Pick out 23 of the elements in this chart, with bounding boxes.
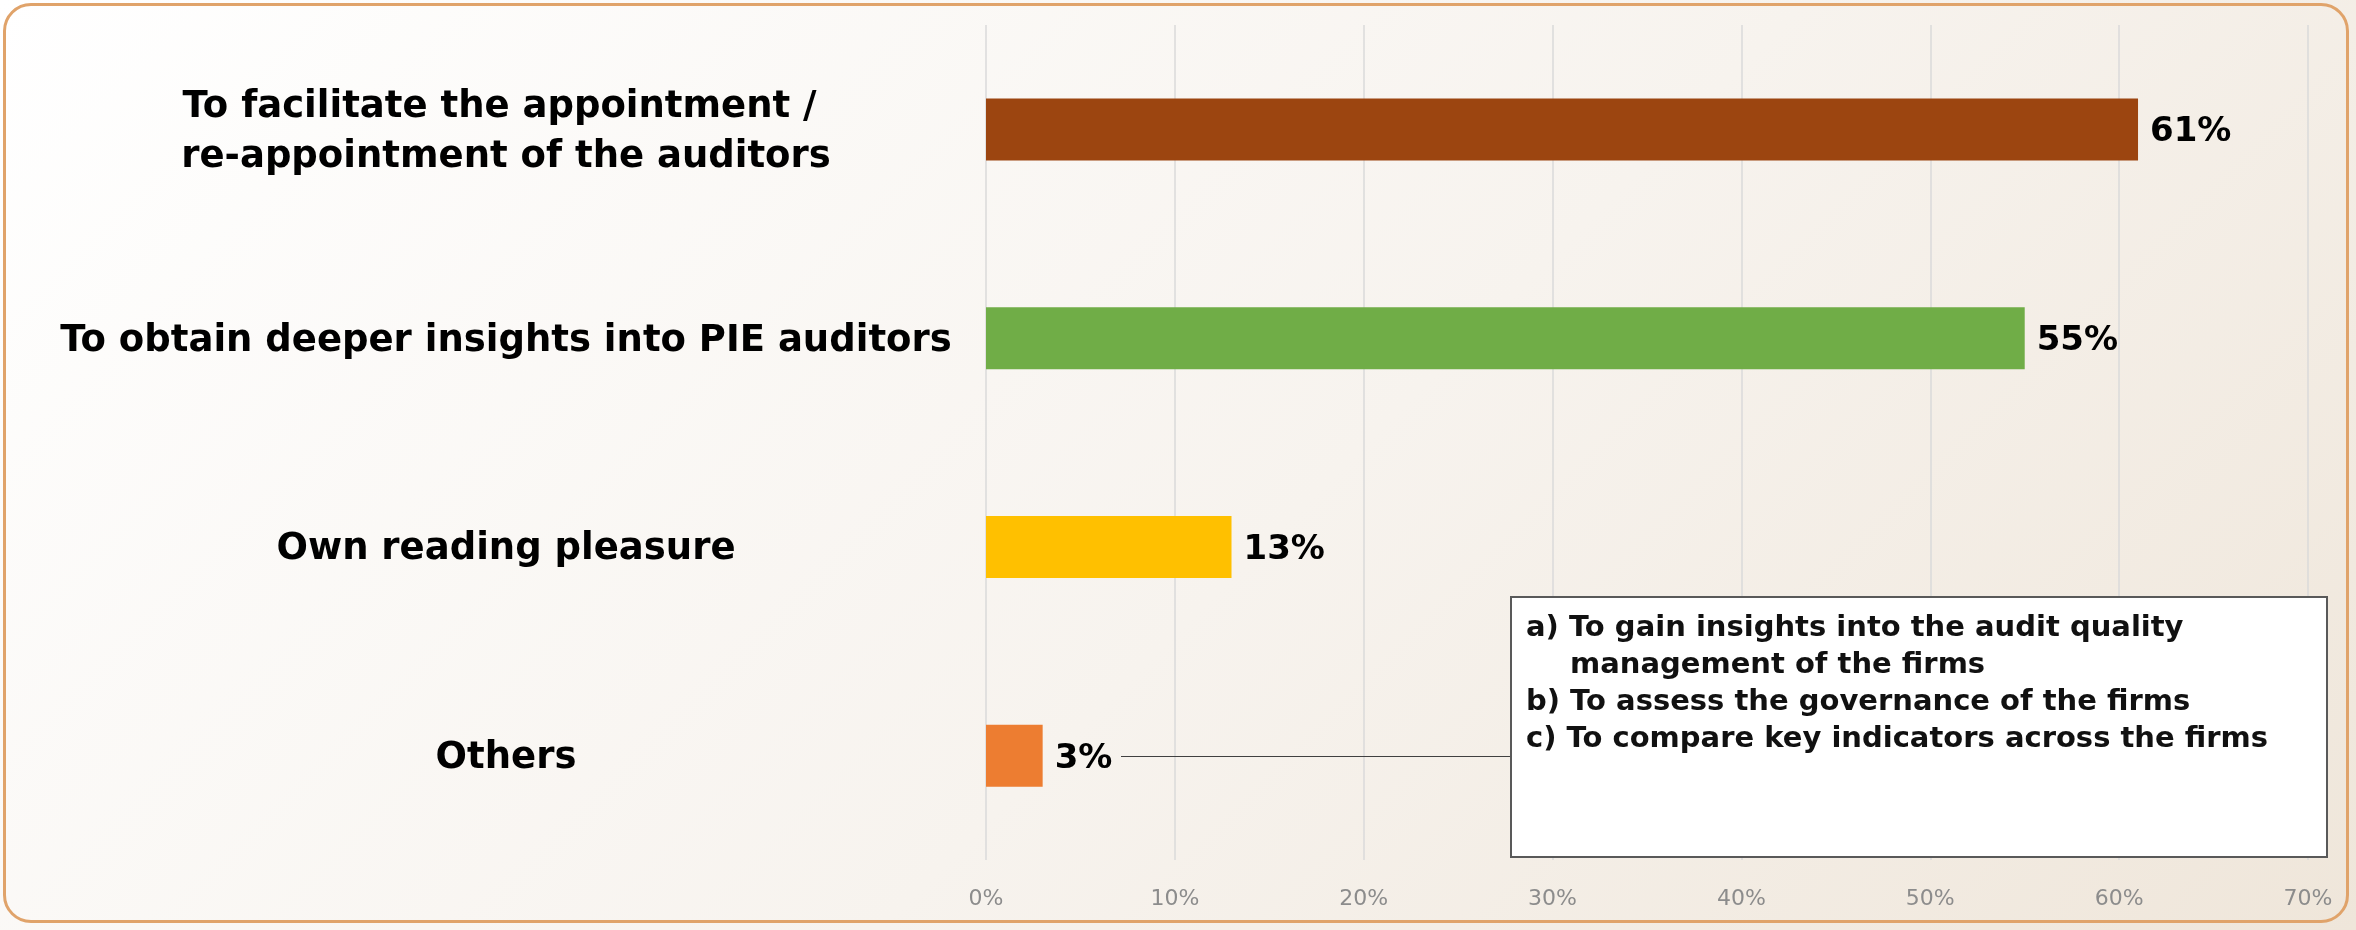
callout-box: a) To gain insights into the audit quality management of the firms b) To assess the governance of the firms c) To compare key indicators across the firms bbox=[1510, 596, 2328, 858]
x-tick-label: 20% bbox=[1339, 884, 1389, 910]
bar bbox=[986, 98, 2139, 161]
x-tick-label: 50% bbox=[1905, 884, 1955, 910]
bar bbox=[986, 724, 1043, 787]
data-label: 3% bbox=[1054, 735, 1113, 776]
x-tick-label: 10% bbox=[1150, 884, 1200, 910]
annotation: b) To assess the governance of the firms bbox=[1526, 682, 2192, 719]
y-tick-label: To facilitate the appointment / re-appointment of the auditors bbox=[181, 82, 831, 176]
x-tick-label: 40% bbox=[1716, 884, 1766, 910]
data-label: 13% bbox=[1243, 526, 1325, 567]
y-tick-label: To obtain deeper insights into PIE auditors bbox=[60, 316, 952, 360]
y-tick-label: Others bbox=[435, 734, 577, 778]
bar bbox=[986, 307, 2025, 370]
y-tick-label: Own reading pleasure bbox=[276, 525, 736, 569]
data-label: 55% bbox=[2036, 318, 2119, 359]
x-tick-label: 70% bbox=[2283, 884, 2333, 910]
x-tick-label: 60% bbox=[2094, 884, 2144, 910]
x-tick-label: 30% bbox=[1528, 884, 1578, 910]
annotation: c) To compare key indicators across the firms bbox=[1526, 719, 2270, 756]
bar bbox=[986, 515, 1232, 578]
data-label: 61% bbox=[2150, 109, 2232, 150]
x-tick-label: 0% bbox=[968, 884, 1004, 910]
